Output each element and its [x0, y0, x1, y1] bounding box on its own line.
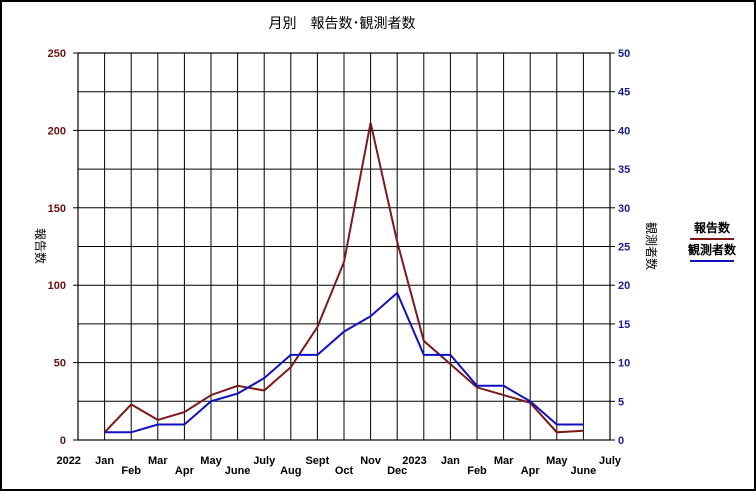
right-tick-label: 50: [618, 48, 630, 60]
legend-label-0: 報告数: [694, 220, 731, 235]
left-tick-label: 50: [54, 358, 66, 370]
x-axis-ticks: 2022 JanFebMarAprMayJuneJulyAugSeptOctNov…: [56, 455, 621, 477]
x-tick-label: May: [546, 455, 568, 467]
left-axis-label: 報告数: [33, 228, 48, 264]
right-tick-label: 15: [618, 319, 630, 331]
series-layer: [103, 122, 584, 434]
x-tick-label: July: [253, 455, 276, 467]
x-tick-label: June: [571, 465, 597, 477]
x-tick-label: Feb: [467, 465, 487, 477]
left-tick-label: 250: [48, 48, 66, 60]
x-tick-label: Mar: [494, 455, 514, 467]
right-tick-label: 25: [618, 242, 630, 254]
chart-title: 月別 報告数･観測者数: [269, 15, 416, 32]
x-tick-label: June: [225, 465, 251, 477]
right-tick-label: 10: [618, 358, 630, 370]
right-tick-label: 30: [618, 203, 630, 215]
x-tick-label: July: [599, 455, 622, 467]
x-tick-label: Aug: [280, 465, 301, 477]
x-tick-label: Jan: [441, 455, 460, 467]
right-tick-label: 5: [618, 396, 624, 408]
x-tick-label: May: [200, 455, 222, 467]
left-tick-label: 100: [48, 280, 66, 292]
grid: [77, 52, 611, 441]
x-tick-label: Sept: [305, 455, 329, 467]
x-tick-label: Nov: [360, 455, 382, 467]
x-tick-label: Oct: [335, 465, 354, 477]
x-tick-label: 2023: [402, 455, 426, 467]
right-tick-label: 40: [618, 125, 630, 137]
x-tick-label: Dec: [387, 465, 407, 477]
left-tick-label: 150: [48, 203, 66, 215]
x-tick-label: 2022: [56, 455, 80, 467]
left-axis-ticks: 0 50 100 150 200 250: [48, 48, 78, 447]
right-axis-ticks: 0 5 10 15 20 25 30 35 40 45 50: [610, 48, 630, 447]
right-tick-label: 20: [618, 280, 630, 292]
left-tick-label: 0: [60, 435, 66, 447]
right-axis-label: 観測者数: [644, 222, 659, 270]
right-tick-label: 0: [618, 435, 624, 447]
x-tick-label: Mar: [148, 455, 168, 467]
right-tick-label: 45: [618, 87, 630, 99]
legend-label-1: 観測者数: [688, 242, 737, 257]
x-tick-label: Apr: [175, 465, 195, 477]
x-tick-label: Apr: [521, 465, 541, 477]
right-tick-label: 35: [618, 164, 630, 176]
x-tick-label: Feb: [121, 465, 141, 477]
x-tick-label: Jan: [95, 455, 114, 467]
left-tick-label: 200: [48, 125, 66, 137]
